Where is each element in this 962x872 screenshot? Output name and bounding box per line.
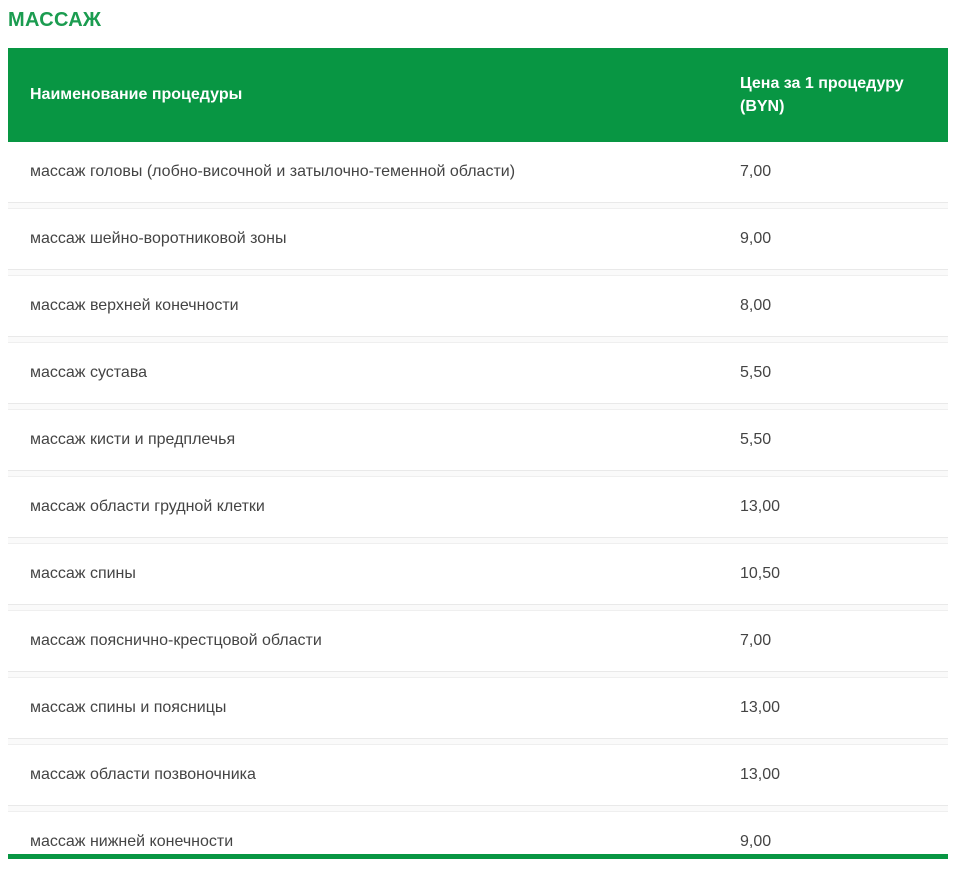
price-cell: 5,50 [740, 431, 772, 448]
table-row: массаж области грудной клетки 13,00 [8, 477, 948, 537]
table-row: массаж шейно-воротниковой зоны 9,00 [8, 209, 948, 269]
row-separator [8, 403, 948, 410]
price-cell: 13,00 [740, 498, 781, 515]
procedure-name-cell: массаж кисти и предплечья [30, 431, 236, 448]
price-cell: 9,00 [740, 833, 772, 850]
procedure-name-cell: массаж области позвоночника [30, 766, 256, 783]
next-table-header-edge [8, 854, 948, 859]
price-table: Наименование процедуры Цена за 1 процеду… [8, 48, 948, 872]
procedure-name-cell: массаж нижней конечности [30, 833, 234, 850]
price-cell: 8,00 [740, 297, 772, 314]
price-cell: 13,00 [740, 766, 781, 783]
table-row: массаж верхней конечности 8,00 [8, 276, 948, 336]
price-cell: 10,50 [740, 565, 781, 582]
procedure-name-cell: массаж шейно-воротниковой зоны [30, 230, 287, 247]
row-separator [8, 470, 948, 477]
table-row: массаж области позвоночника 13,00 [8, 745, 948, 805]
table-body: массаж головы (лобно-височной и затылочн… [8, 142, 948, 872]
row-separator [8, 604, 948, 611]
row-separator [8, 202, 948, 209]
procedure-name-cell: массаж сустава [30, 364, 148, 381]
procedure-name-cell: массаж верхней конечности [30, 297, 239, 314]
row-separator [8, 336, 948, 343]
price-cell: 7,00 [740, 163, 772, 180]
row-separator [8, 269, 948, 276]
price-cell: 13,00 [740, 699, 781, 716]
row-separator [8, 671, 948, 678]
table-row: массаж нижней конечности 9,00 [8, 812, 948, 872]
row-separator [8, 805, 948, 812]
procedure-name-cell: массаж пояснично-крестцовой области [30, 632, 322, 649]
price-cell: 7,00 [740, 632, 772, 649]
table-row: массаж спины и поясницы 13,00 [8, 678, 948, 738]
procedure-name-cell: массаж головы (лобно-височной и затылочн… [30, 163, 516, 180]
procedure-name-cell: массаж области грудной клетки [30, 498, 265, 515]
row-separator [8, 738, 948, 745]
column-header-procedure-name: Наименование процедуры [30, 86, 243, 104]
table-row: массаж головы (лобно-височной и затылочн… [8, 142, 948, 202]
price-cell: 5,50 [740, 364, 772, 381]
column-header-price: Цена за 1 процедуру (BYN) [740, 74, 904, 115]
table-row: массаж кисти и предплечья 5,50 [8, 410, 948, 470]
table-row: массаж сустава 5,50 [8, 343, 948, 403]
price-list-page: МАССАЖ Наименование процедуры Цена за 1 … [8, 0, 948, 872]
table-row: массаж пояснично-крестцовой области 7,00 [8, 611, 948, 671]
table-header-row: Наименование процедуры Цена за 1 процеду… [8, 48, 948, 142]
procedure-name-cell: массаж спины [30, 565, 136, 582]
price-cell: 9,00 [740, 230, 772, 247]
procedure-name-cell: массаж спины и поясницы [30, 699, 227, 716]
row-separator [8, 537, 948, 544]
page-title: МАССАЖ [8, 9, 102, 31]
table-row: массаж спины 10,50 [8, 544, 948, 604]
